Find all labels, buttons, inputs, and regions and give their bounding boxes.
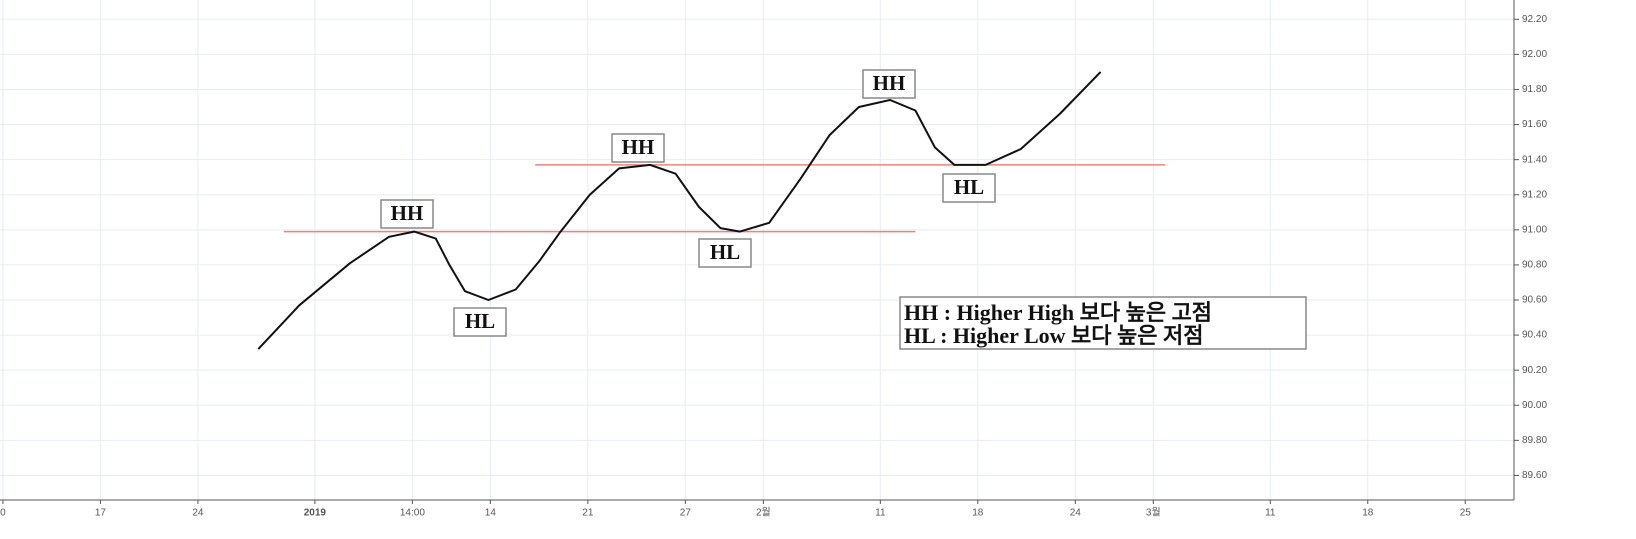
y-tick-label: 91.60 [1522, 119, 1547, 130]
x-tick-label: 11 [1265, 508, 1276, 519]
x-tick-label: 11 [875, 508, 886, 519]
pivot-label: HL [698, 238, 752, 268]
pivot-label: HL [942, 173, 996, 203]
pivot-box [453, 307, 507, 337]
y-tick-label: 91.20 [1522, 189, 1547, 200]
x-tick-label: 2월 [756, 507, 771, 519]
pivot-text: HH [873, 71, 906, 95]
x-tick-label: 24 [192, 508, 204, 519]
legend-frame [899, 296, 1307, 350]
y-tick-label: 89.60 [1522, 470, 1547, 481]
x-tick-label: 14 [485, 508, 497, 519]
y-tick-label: 91.80 [1522, 84, 1547, 95]
y-tick-label: 92.20 [1522, 14, 1547, 25]
x-tick-label: 18 [972, 508, 984, 519]
pivot-text: HH [391, 201, 424, 225]
pivot-box [942, 173, 996, 203]
legend-text: HL : Higher Low 보다 높은 저점 [904, 323, 1204, 348]
x-tick-label: 3월 [1146, 507, 1161, 519]
x-tick-label: 2019 [304, 508, 327, 519]
y-tick-label: 90.60 [1522, 295, 1547, 306]
x-tick-label: 27 [680, 508, 692, 519]
pivot-text: HL [954, 175, 984, 199]
y-tick-label: 90.20 [1522, 365, 1547, 376]
pivot-text: HH [622, 135, 655, 159]
y-tick-label: 91.00 [1522, 224, 1547, 235]
x-tick-label: 0 [0, 508, 6, 519]
y-tick-label: 91.40 [1522, 154, 1547, 165]
x-tick-label: 17 [95, 508, 107, 519]
y-tick-label: 90.80 [1522, 260, 1547, 271]
y-tick-label: 89.80 [1522, 435, 1547, 446]
pivot-box [698, 238, 752, 268]
y-tick-label: 92.00 [1522, 49, 1547, 60]
pivot-box [380, 199, 434, 229]
x-tick-label: 24 [1070, 508, 1082, 519]
y-tick-label: 90.00 [1522, 400, 1547, 411]
pivot-label: HH [611, 133, 665, 163]
pivot-label: HH [380, 199, 434, 229]
pivot-label: HL [453, 307, 507, 337]
pivot-text: HL [710, 240, 740, 264]
pivot-box [611, 133, 665, 163]
price-line [257, 71, 1102, 350]
x-tick-label: 25 [1460, 508, 1472, 519]
legend-text: HH : Higher High 보다 높은 고점 [904, 300, 1212, 325]
pivot-text: HL [465, 309, 495, 333]
x-tick-label: 14:00 [400, 508, 425, 519]
y-tick-label: 90.40 [1522, 330, 1547, 341]
pivot-box [862, 69, 916, 99]
pivot-label: HH [862, 69, 916, 99]
x-tick-label: 21 [582, 508, 594, 519]
x-tick-label: 18 [1362, 508, 1374, 519]
